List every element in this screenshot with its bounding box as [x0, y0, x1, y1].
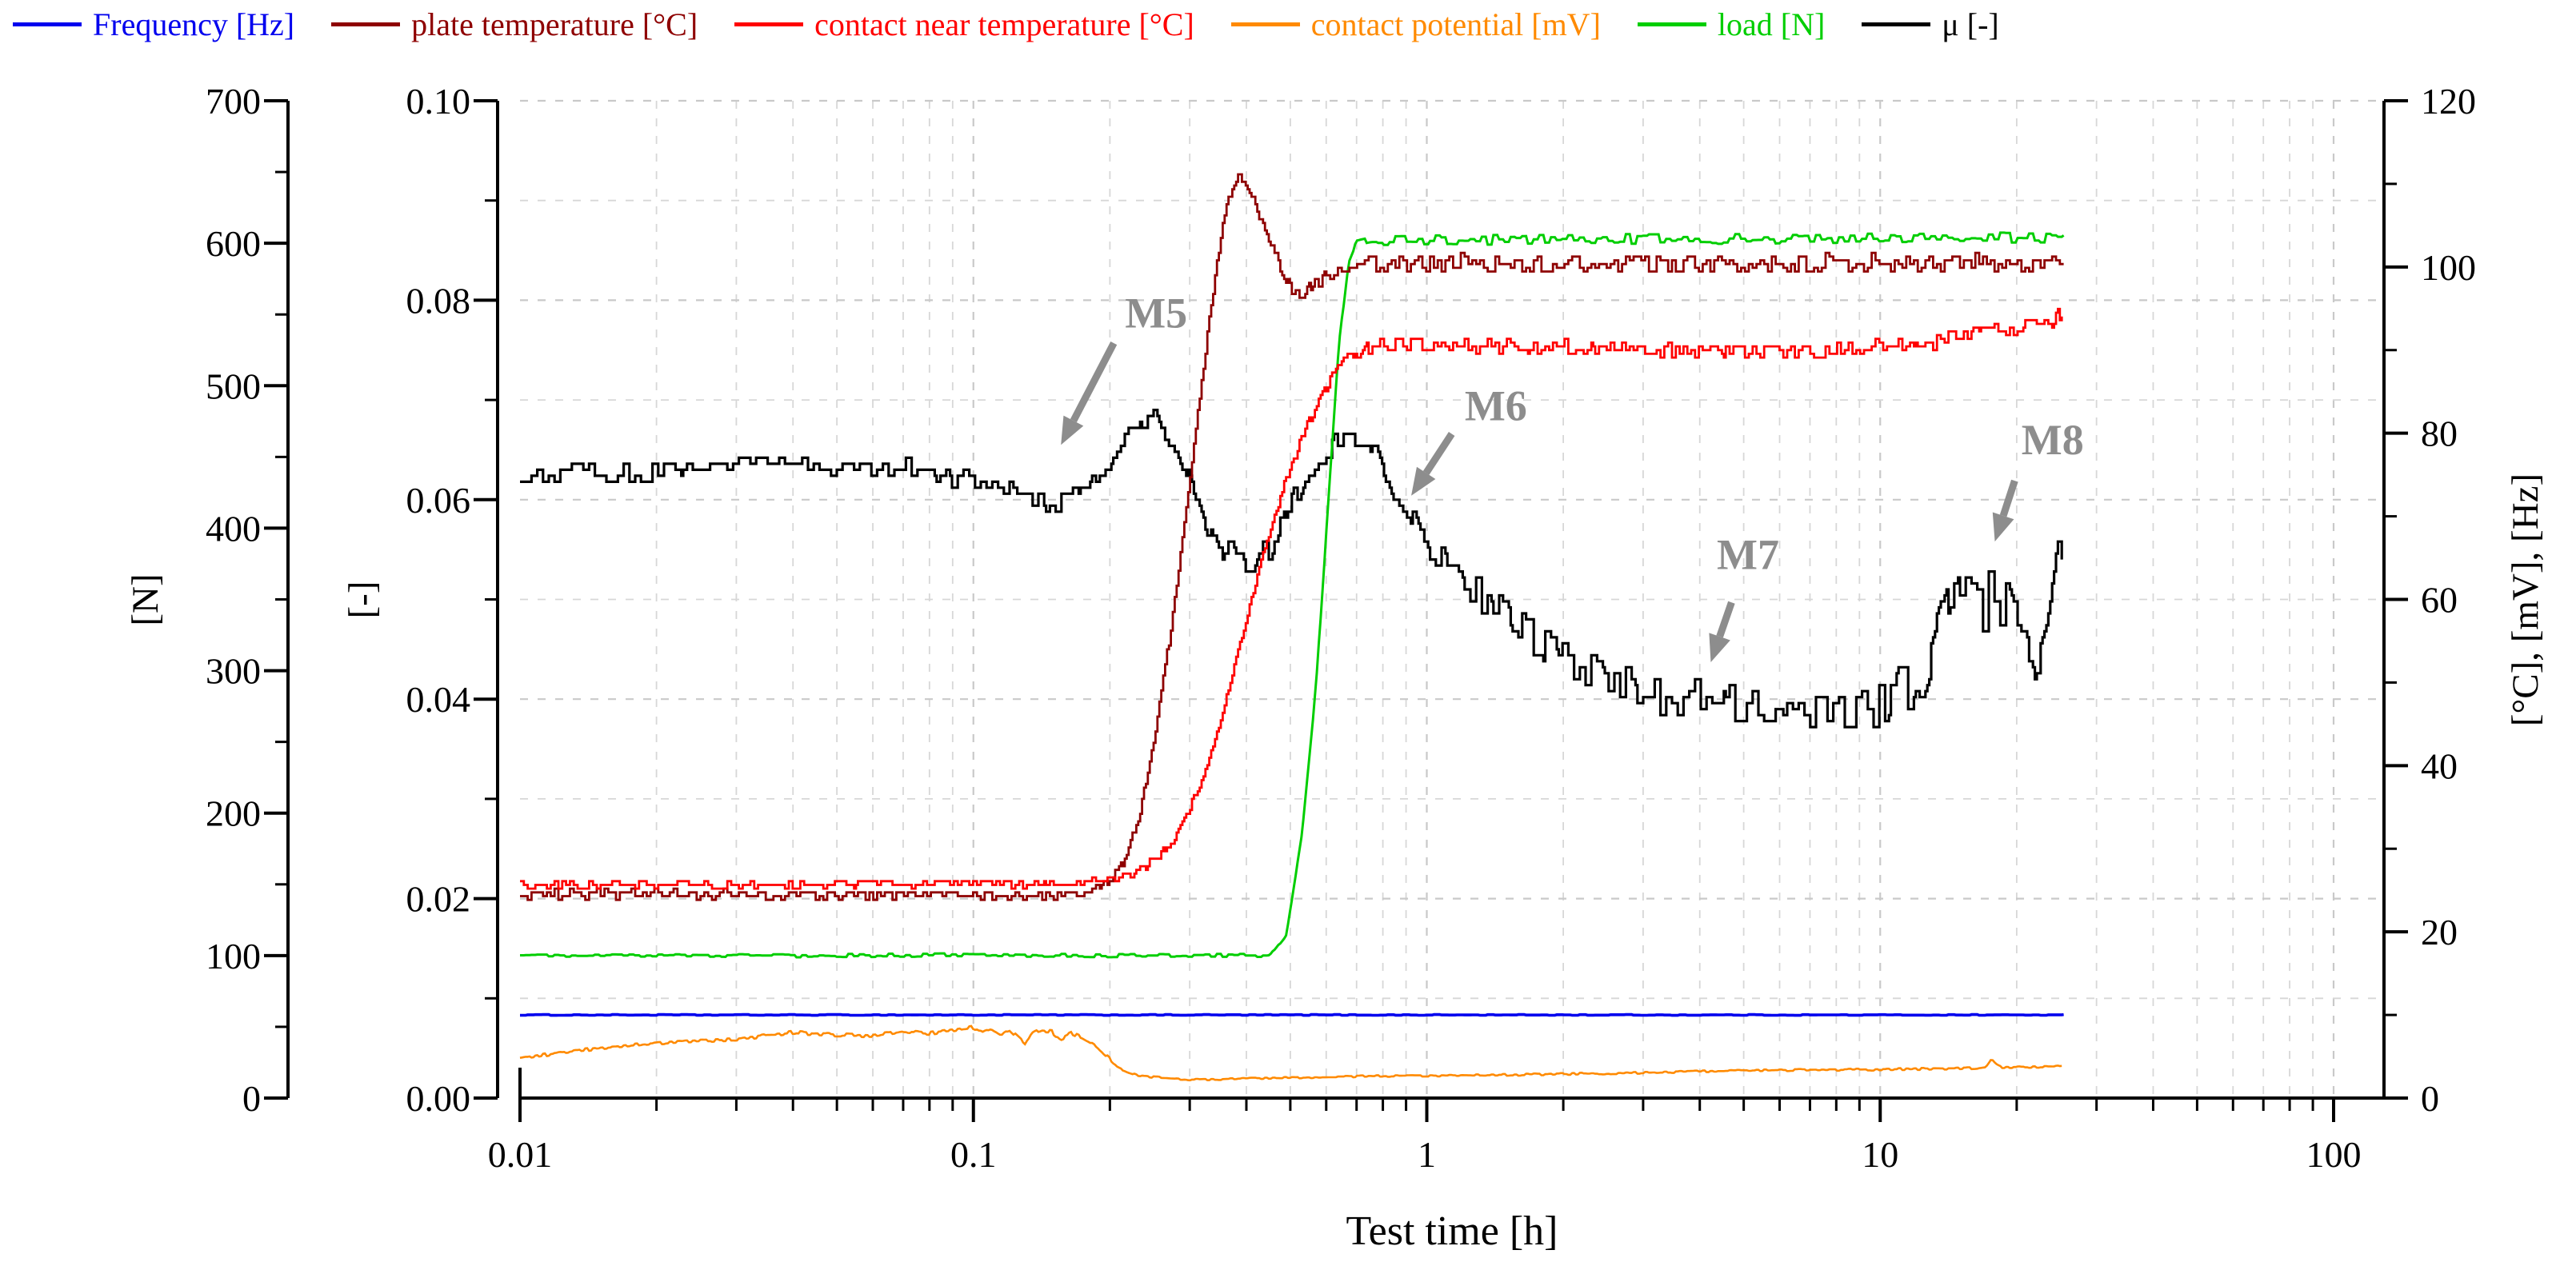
annotation-label: M5 — [1125, 290, 1187, 337]
legend-line-swatch — [1230, 22, 1300, 26]
legend-label: contact near temperature [°C] — [814, 6, 1194, 42]
annotations: M5 M6 M7 M8 — [1061, 290, 2084, 663]
right-tick-label: 120 — [2421, 81, 2476, 122]
series-contact_potential — [519, 1024, 2062, 1082]
legend-line-swatch — [1637, 22, 1706, 26]
mu-axis-title: [-] — [342, 581, 383, 619]
series-plate_temperature — [520, 173, 2064, 901]
legend-item-mu: μ [-] — [1862, 6, 1999, 43]
N-tick-label: 0 — [242, 1078, 261, 1119]
legend-line-swatch — [734, 22, 804, 26]
x-tick-label: 0.01 — [488, 1134, 553, 1175]
right-tick-label: 0 — [2421, 1078, 2439, 1119]
x-axis-title: Test time [h] — [1346, 1208, 1558, 1254]
mu-tick-label: 0.06 — [406, 480, 471, 521]
annotation-arrow-head — [1411, 466, 1436, 496]
right-tick-label: 40 — [2421, 745, 2458, 786]
N-tick-label: 400 — [206, 508, 261, 549]
right-tick-label: 80 — [2421, 413, 2458, 454]
legend-item-frequency: Frequency [Hz] — [13, 6, 294, 43]
series-load — [520, 231, 2065, 959]
mu-tick-label: 0.10 — [406, 81, 471, 122]
N-tick-label: 200 — [206, 793, 261, 834]
legend-label: Frequency [Hz] — [93, 6, 295, 42]
legend-label: plate temperature [°C] — [411, 6, 698, 42]
right-tick-label: 60 — [2421, 580, 2458, 621]
series-group — [519, 173, 2065, 1082]
N-tick-label: 600 — [206, 223, 261, 264]
gridlines — [520, 99, 2384, 1098]
N-axis-title: [N] — [125, 573, 166, 625]
legend-line-swatch — [13, 22, 82, 26]
series-frequency — [520, 1012, 2064, 1017]
x-tick-label: 0.1 — [950, 1134, 997, 1175]
right-axis-title: [°C], [mV], [Hz] — [2505, 473, 2546, 726]
chart-legend: Frequency [Hz] plate temperature [°C] cont… — [0, 3, 2576, 45]
x-tick-label: 10 — [1862, 1134, 1898, 1175]
N-tick-label: 700 — [206, 81, 261, 122]
annotation-arrow-head — [1061, 415, 1084, 445]
annotation-arrow-head — [1709, 633, 1730, 663]
x-tick-label: 100 — [2306, 1134, 2362, 1175]
legend-line-swatch — [331, 22, 401, 26]
mu-tick-label: 0.02 — [406, 879, 471, 920]
series-contact_near_temperature — [520, 307, 2063, 890]
legend-item-load: load [N] — [1637, 6, 1826, 43]
mu-tick-label: 0.08 — [406, 280, 471, 321]
x-tick-label: 1 — [1418, 1134, 1436, 1175]
legend-item-contact_potential: contact potential [mV] — [1230, 6, 1601, 43]
annotation-label: M8 — [2022, 416, 2084, 464]
series-mu — [520, 409, 2063, 729]
annotation-arrow-shaft — [1716, 601, 1735, 638]
legend-label: load [N] — [1717, 6, 1826, 42]
mu-tick-label: 0.04 — [406, 679, 471, 720]
annotation-label: M6 — [1465, 382, 1527, 430]
N-tick-label: 100 — [206, 936, 261, 976]
annotation-arrow-shaft — [1999, 479, 2018, 517]
annotation-arrow-shaft — [1070, 341, 1118, 423]
N-tick-label: 500 — [206, 365, 261, 406]
right-tick-label: 100 — [2421, 247, 2476, 288]
legend-label: μ [-] — [1942, 6, 1999, 42]
annotation-arrow-head — [1992, 512, 2014, 542]
legend-line-swatch — [1862, 22, 1931, 26]
legend-label: contact potential [mV] — [1310, 6, 1601, 42]
annotation-arrow-shaft — [1422, 432, 1455, 475]
N-tick-label: 300 — [206, 651, 261, 692]
legend-item-plate_temperature: plate temperature [°C] — [331, 6, 698, 43]
right-tick-label: 20 — [2421, 912, 2458, 953]
mu-tick-label: 0.00 — [406, 1078, 471, 1119]
annotation-label: M7 — [1717, 530, 1779, 578]
legend-item-contact_near_temperature: contact near temperature [°C] — [734, 6, 1194, 43]
